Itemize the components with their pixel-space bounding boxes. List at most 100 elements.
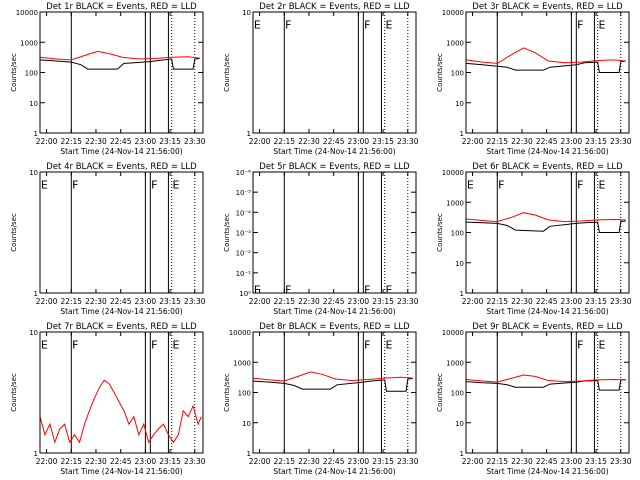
y-tick-label: 10⁻⁶ xyxy=(236,169,252,177)
x-axis-label: Start Time (24-Nov-14 21:56:00) xyxy=(486,307,608,316)
panel-title: Det 1r BLACK = Events, RED = LLD xyxy=(46,2,197,12)
x-tick-label: 23:30 xyxy=(184,137,206,146)
flag-label: E xyxy=(173,338,180,351)
y-tick-label: 1000 xyxy=(446,359,464,367)
x-tick-label: 22:45 xyxy=(323,457,345,466)
x-tick-label: 22:45 xyxy=(323,137,345,146)
y-axis-label: Counts/sec xyxy=(10,373,18,412)
x-tick-label: 22:00 xyxy=(462,137,484,146)
y-tick-label: 10 xyxy=(29,100,38,108)
x-tick-label: 22:30 xyxy=(298,297,320,306)
x-tick-label: 22:30 xyxy=(511,297,533,306)
x-axis-label: Start Time (24-Nov-14 21:56:00) xyxy=(486,467,608,476)
x-tick-label: 22:15 xyxy=(486,457,508,466)
flag-label: E xyxy=(599,338,606,351)
flag-label: E xyxy=(41,338,48,351)
x-axis-label: Start Time (24-Nov-14 21:56:00) xyxy=(60,307,182,316)
flag-label: E xyxy=(386,284,393,297)
y-axis-label: Counts/sec xyxy=(223,53,231,92)
x-tick-label: 22:30 xyxy=(511,457,533,466)
x-tick-label: 22:15 xyxy=(60,297,82,306)
flag-label: E xyxy=(386,18,393,31)
x-tick-label: 23:30 xyxy=(610,297,632,306)
x-tick-label: 23:15 xyxy=(585,297,607,306)
flag-label: F xyxy=(577,18,583,31)
y-tick-label: 10000 xyxy=(229,329,251,337)
y-axis-label: Counts/sec xyxy=(436,373,444,412)
x-axis-label: Start Time (24-Nov-14 21:56:00) xyxy=(486,147,608,156)
x-tick-label: 22:15 xyxy=(273,137,295,146)
flag-label: F xyxy=(498,178,504,191)
y-tick-label: 100 xyxy=(451,390,464,398)
x-tick-label: 23:30 xyxy=(184,457,206,466)
y-axis-label: Counts/sec xyxy=(436,53,444,92)
y-tick-label: 10 xyxy=(455,260,464,268)
plot-frame xyxy=(39,331,204,454)
x-tick-label: 22:15 xyxy=(486,297,508,306)
y-tick-label: 1000 xyxy=(446,39,464,47)
x-tick-label: 23:15 xyxy=(585,457,607,466)
y-tick-label: 1 xyxy=(34,130,38,138)
detector-panel-9: Det 9r BLACK = Events, RED = LLD 1 10 100 10… xyxy=(436,322,632,476)
panel-title: Det 3r BLACK = Events, RED = LLD xyxy=(472,2,623,12)
plot-frame xyxy=(39,11,204,134)
x-tick-label: 23:30 xyxy=(610,137,632,146)
x-tick-label: 22:30 xyxy=(298,137,320,146)
y-tick-label: 10⁻⁵ xyxy=(236,189,252,197)
y-tick-label: 100 xyxy=(238,390,251,398)
x-tick-label: 22:00 xyxy=(36,457,58,466)
detector-panel-4: Det 4r BLACK = Events, RED = LLD 1 10 22:00… xyxy=(10,162,206,316)
y-tick-label: 10000 xyxy=(442,169,464,177)
x-tick-label: 22:45 xyxy=(110,137,132,146)
x-tick-label: 22:15 xyxy=(486,137,508,146)
flag-label: F xyxy=(577,338,583,351)
y-tick-label: 10 xyxy=(455,420,464,428)
y-axis-label: Counts/sec xyxy=(223,213,231,252)
x-tick-label: 22:30 xyxy=(85,297,107,306)
x-tick-label: 22:45 xyxy=(110,457,132,466)
panel-title: Det 6r BLACK = Events, RED = LLD xyxy=(472,162,623,172)
x-tick-label: 23:00 xyxy=(135,137,157,146)
series-lld-line xyxy=(39,50,200,61)
x-tick-label: 22:45 xyxy=(536,137,558,146)
x-axis-label: Start Time (24-Nov-14 21:56:00) xyxy=(60,467,182,476)
x-tick-label: 22:00 xyxy=(36,137,58,146)
x-tick-label: 23:30 xyxy=(610,457,632,466)
plot-frame xyxy=(252,171,417,294)
flag-label: F xyxy=(151,178,157,191)
x-tick-label: 23:00 xyxy=(561,297,583,306)
x-tick-label: 23:30 xyxy=(397,297,419,306)
flag-label: F xyxy=(285,18,291,31)
flag-label: F xyxy=(364,18,370,31)
series-events-line xyxy=(465,60,626,73)
x-tick-label: 22:00 xyxy=(249,457,271,466)
y-tick-label: 1000 xyxy=(233,359,251,367)
x-tick-label: 23:00 xyxy=(135,457,157,466)
x-tick-label: 23:00 xyxy=(348,457,370,466)
y-tick-label: 10000 xyxy=(16,9,38,17)
x-tick-label: 23:15 xyxy=(159,297,181,306)
x-axis-label: Start Time (24-Nov-14 21:56:00) xyxy=(60,147,182,156)
series-events-line xyxy=(465,220,626,233)
series-events-line xyxy=(252,378,413,392)
x-tick-label: 22:45 xyxy=(536,457,558,466)
x-tick-label: 22:45 xyxy=(323,297,345,306)
y-tick-label: 10⁻² xyxy=(236,250,252,258)
x-tick-label: 23:30 xyxy=(184,297,206,306)
plot-frame xyxy=(252,331,417,454)
detector-panel-2: Det 2r BLACK = Events, RED = LLD 1 10 22:00… xyxy=(223,2,419,156)
flag-label: E xyxy=(41,178,48,191)
flag-label: E xyxy=(599,178,606,191)
y-tick-label: 1 xyxy=(460,130,464,138)
x-tick-label: 23:30 xyxy=(397,457,419,466)
series-events-line xyxy=(39,58,200,70)
y-tick-label: 1 xyxy=(34,450,38,458)
y-axis-label: Counts/sec xyxy=(10,213,18,252)
y-axis-label: Counts/sec xyxy=(436,213,444,252)
series-lld-line xyxy=(465,47,626,64)
panel-title: Det 9r BLACK = Events, RED = LLD xyxy=(472,322,623,332)
x-tick-label: 22:45 xyxy=(536,297,558,306)
x-tick-label: 22:00 xyxy=(249,137,271,146)
panel-title: Det 2r BLACK = Events, RED = LLD xyxy=(259,2,410,12)
